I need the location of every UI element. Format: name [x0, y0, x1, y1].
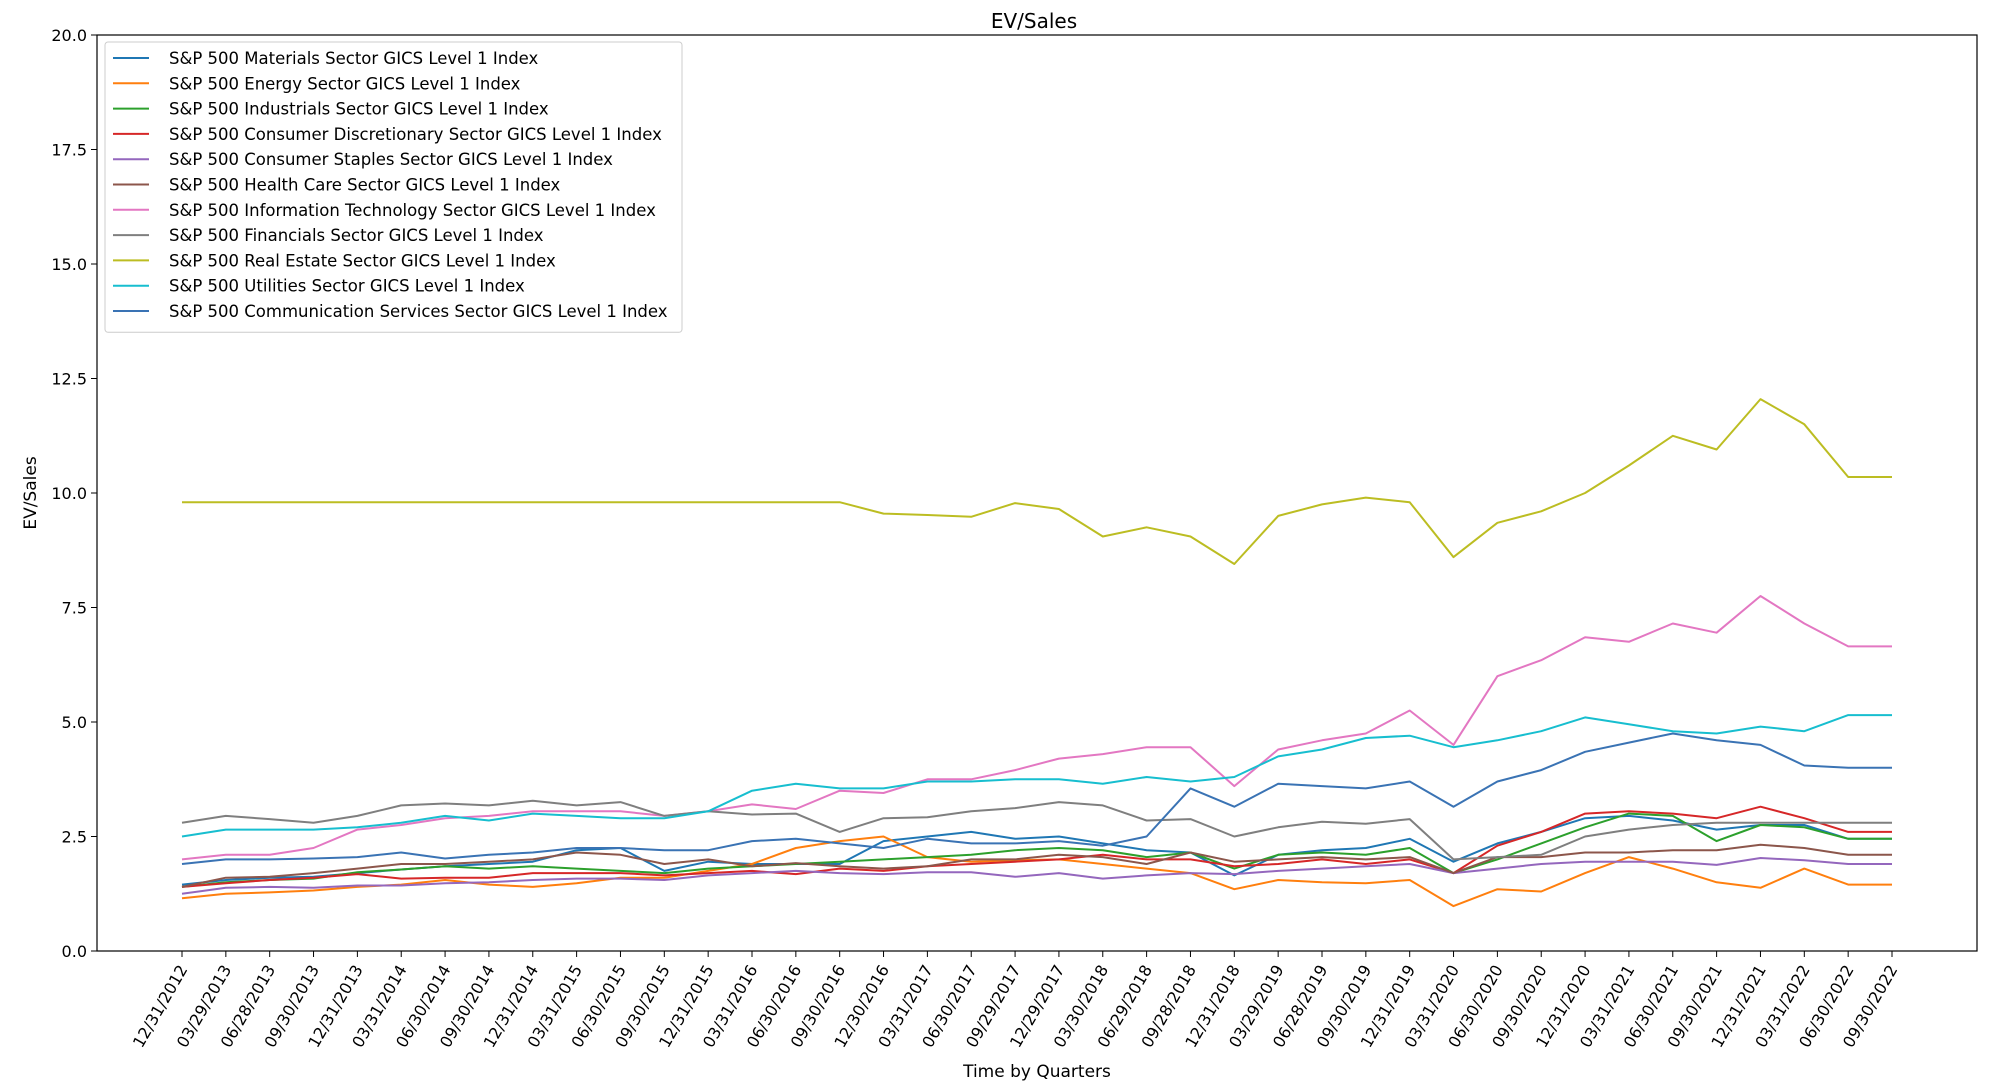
chart-title: EV/Sales	[991, 9, 1077, 33]
legend-label: S&P 500 Energy Sector GICS Level 1 Index	[169, 74, 521, 93]
series-line-11	[181, 732, 1892, 865]
y-tick-label: 20.0	[51, 26, 87, 45]
series-line-4	[181, 805, 1892, 888]
y-axis-label: EV/Sales	[21, 456, 41, 529]
y-tick-label: 12.5	[51, 370, 87, 389]
legend-label: S&P 500 Consumer Staples Sector GICS Lev…	[169, 150, 613, 169]
legend-label: S&P 500 Communication Services Sector GI…	[169, 302, 668, 321]
y-tick-label: 15.0	[51, 255, 87, 274]
y-axis: 0.0 2.5 5.0 7.5 10.0 12.5 15.0 17.5 20.0	[51, 26, 97, 961]
legend-label: S&P 500 Materials Sector GICS Level 1 In…	[169, 49, 539, 68]
y-tick-label: 17.5	[51, 141, 87, 160]
y-tick-label: 2.5	[62, 828, 87, 847]
legend-label: S&P 500 Industrials Sector GICS Level 1 …	[169, 100, 549, 119]
legend-label: S&P 500 Health Care Sector GICS Level 1 …	[169, 176, 561, 195]
y-tick-label: 7.5	[62, 599, 87, 618]
series-line-9	[182, 398, 1892, 565]
series-line-1	[181, 814, 1892, 886]
y-tick-label: 5.0	[62, 713, 87, 732]
series-line-3	[181, 812, 1892, 888]
series-line-2	[181, 835, 1892, 908]
legend-label: S&P 500 Consumer Discretionary Sector GI…	[169, 125, 662, 144]
series-line-8	[181, 799, 1892, 861]
series-layer	[181, 398, 1892, 908]
series-line-7	[181, 595, 1892, 861]
y-tick-label: 10.0	[51, 484, 87, 503]
legend-label: S&P 500 Financials Sector GICS Level 1 I…	[169, 226, 544, 245]
legend-box	[104, 41, 683, 333]
series-line-10	[181, 714, 1892, 838]
x-axis: 12/31/201203/29/201306/28/201309/30/2013…	[129, 951, 1901, 1051]
legend-label: S&P 500 Information Technology Sector GI…	[169, 201, 656, 220]
legend-label: S&P 500 Utilities Sector GICS Level 1 In…	[169, 277, 525, 296]
legend: S&P 500 Materials Sector GICS Level 1 In…	[104, 41, 683, 333]
series-line-6	[181, 843, 1892, 888]
series-line-5	[181, 857, 1892, 895]
legend-label: S&P 500 Real Estate Sector GICS Level 1 …	[169, 251, 556, 270]
x-axis-label: Time by Quarters	[962, 1062, 1111, 1082]
y-tick-label: 0.0	[62, 942, 87, 961]
